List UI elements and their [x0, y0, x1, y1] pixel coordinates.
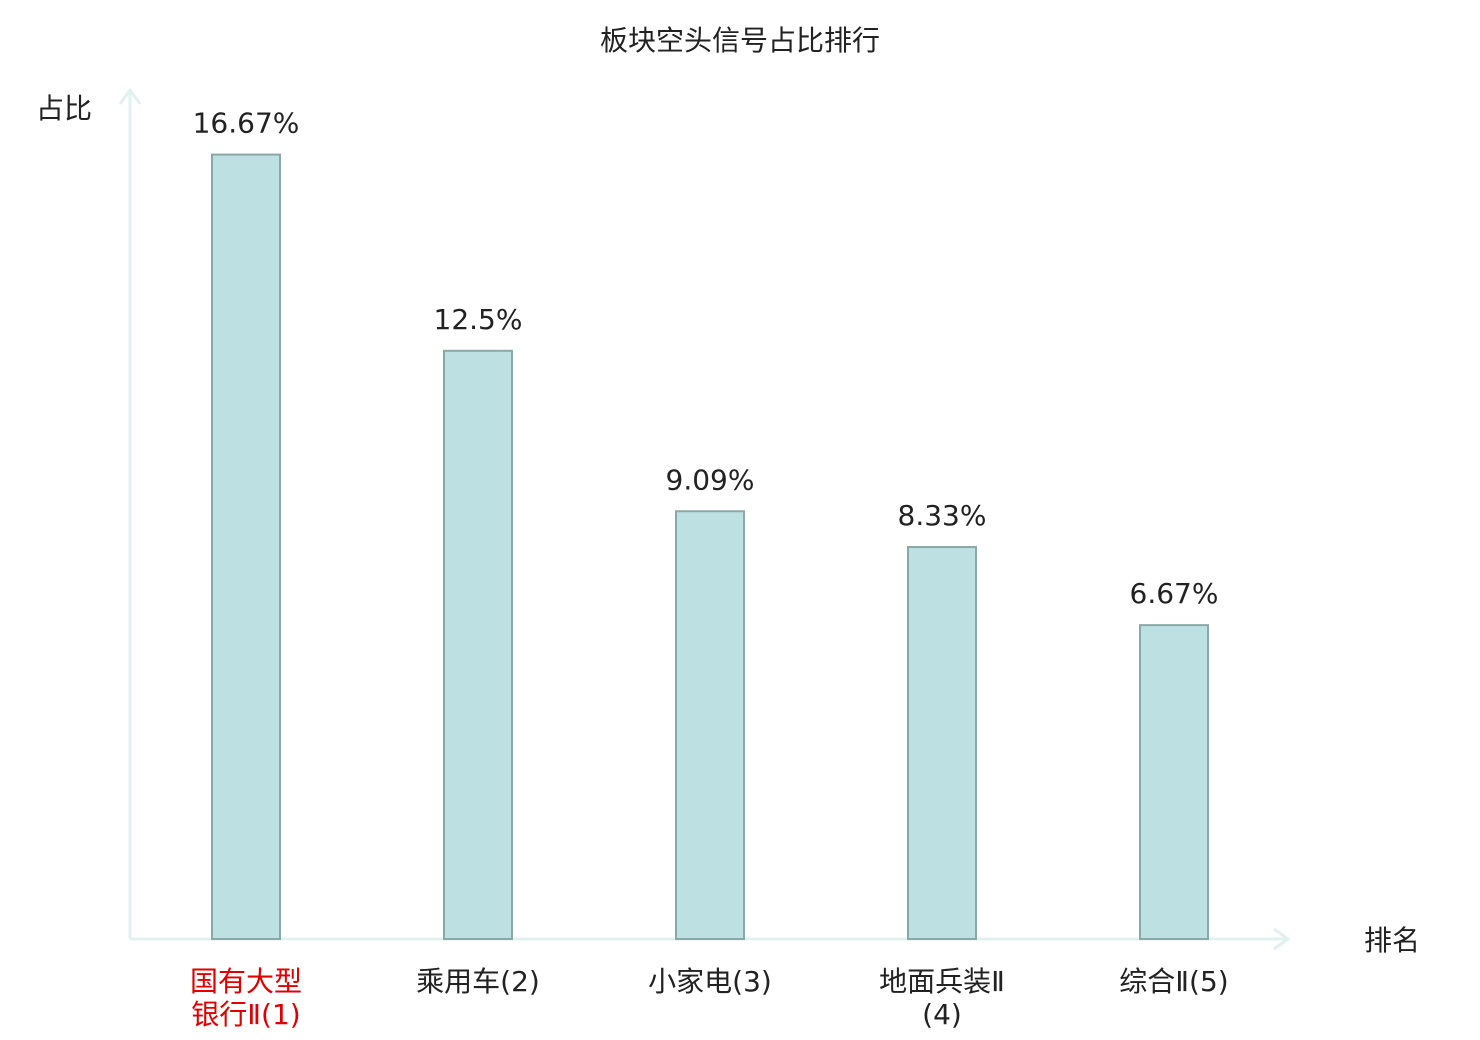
bar — [907, 546, 977, 940]
bar — [675, 510, 745, 940]
value-label: 9.09% — [666, 463, 755, 496]
y-axis-arrow — [118, 87, 142, 105]
value-label: 16.67% — [193, 107, 300, 140]
x-tick-label: 小家电(3) — [648, 965, 772, 998]
x-tick-label: 综合Ⅱ(5) — [1119, 965, 1229, 998]
chart-title: 板块空头信号占比排行 — [600, 24, 880, 57]
value-label: 12.5% — [434, 303, 523, 336]
y-axis-label: 占比 — [36, 92, 92, 125]
value-label: 8.33% — [898, 499, 987, 532]
x-axis-label: 排名 — [1364, 924, 1420, 957]
bar — [211, 153, 281, 941]
bar — [1139, 624, 1209, 941]
bar — [443, 349, 513, 940]
x-tick-label: 地面兵装Ⅱ(4) — [879, 965, 1005, 1031]
x-tick-label: 国有大型银行Ⅱ(1) — [189, 965, 302, 1031]
x-axis-arrow — [1273, 927, 1291, 951]
value-label: 6.67% — [1130, 577, 1219, 610]
x-tick-label: 乘用车(2) — [416, 965, 540, 998]
